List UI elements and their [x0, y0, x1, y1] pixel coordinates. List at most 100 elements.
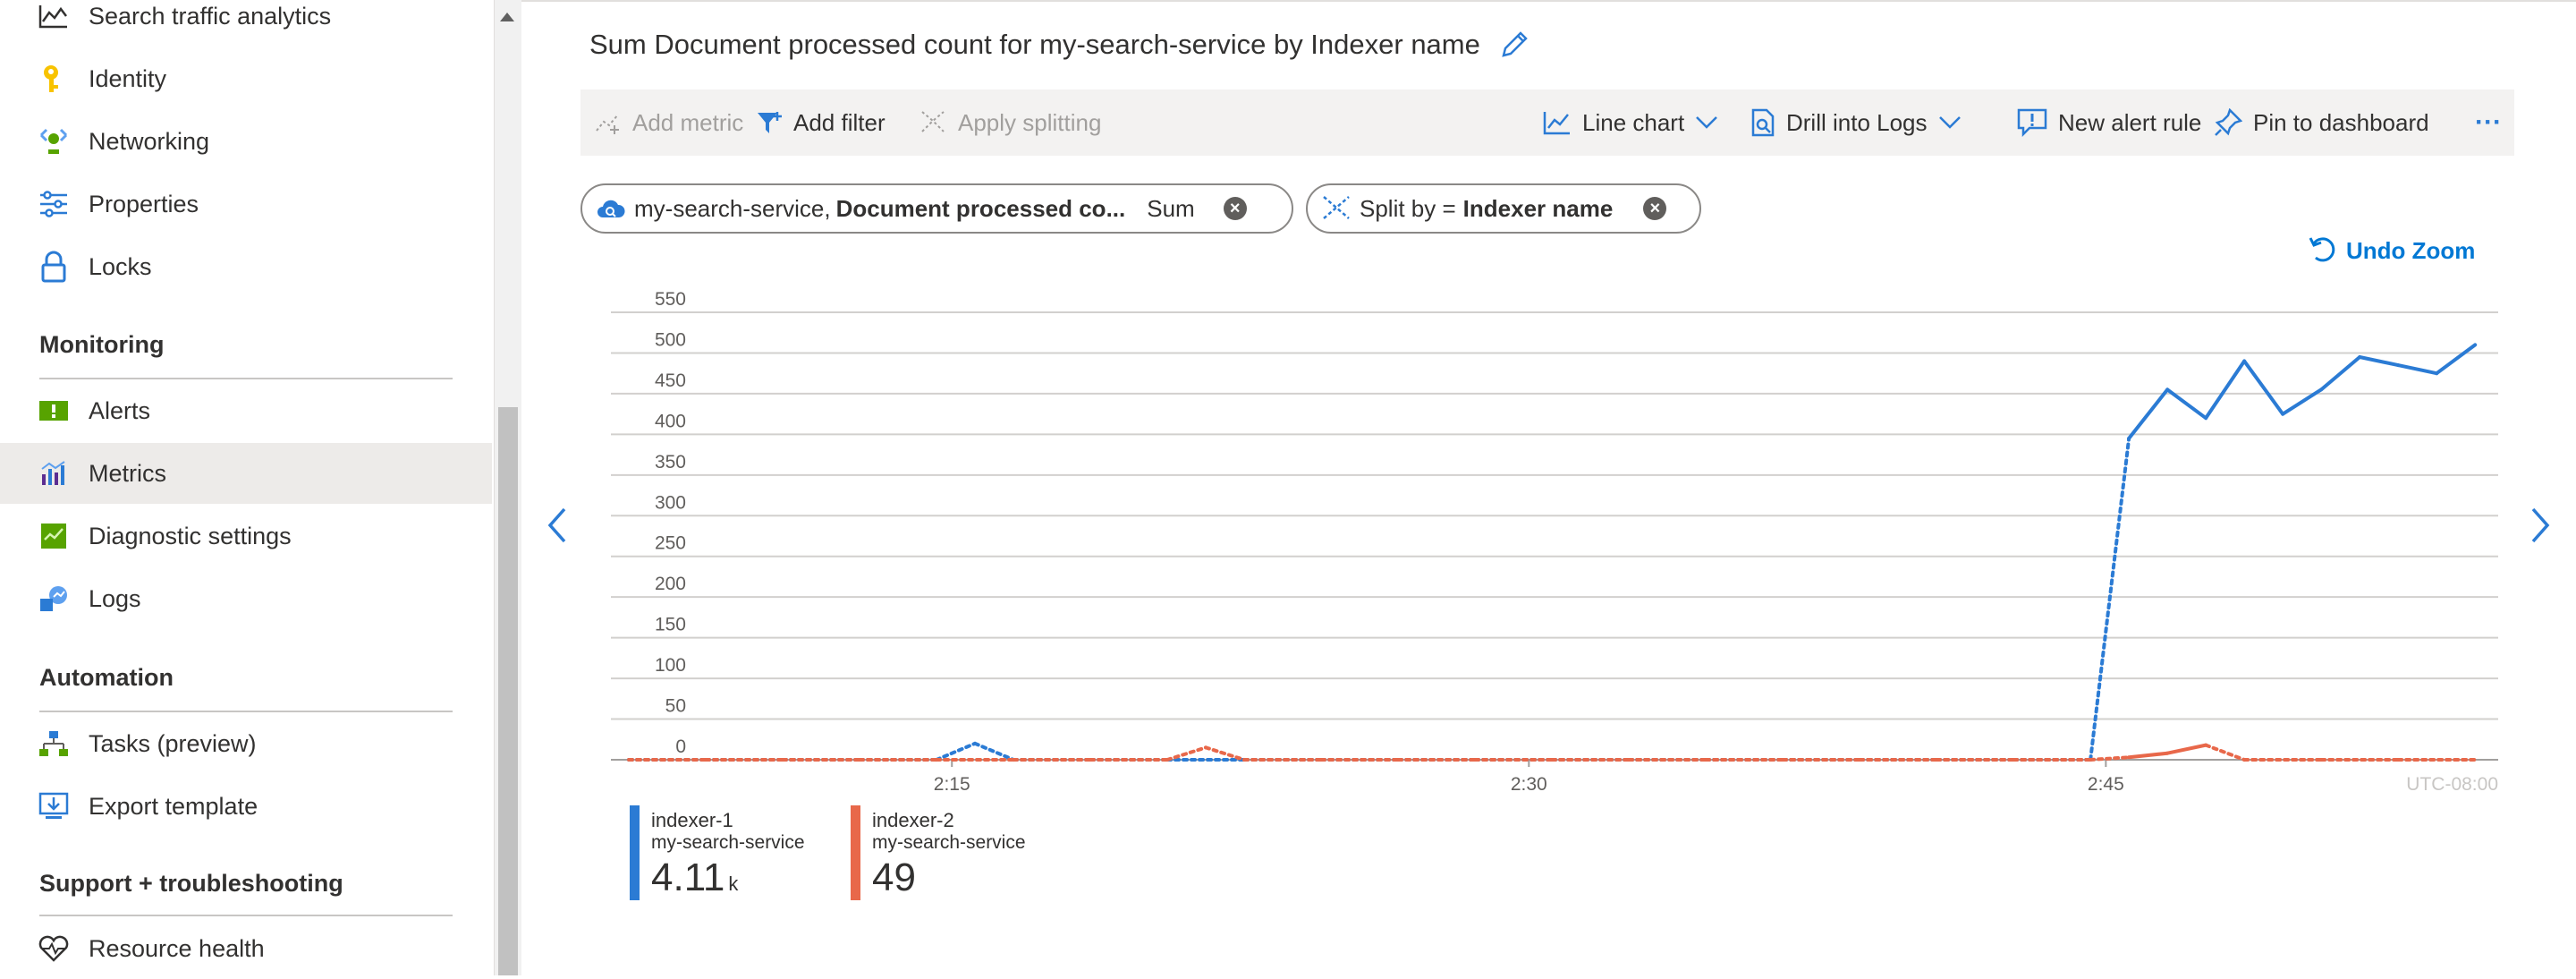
tasks-icon: [36, 726, 72, 762]
x-tick-label: 2:30: [1511, 774, 1547, 795]
series-indexer-1-segment: [2319, 355, 2362, 392]
series-indexer-1-segment: [2089, 436, 2131, 762]
sidebar-item-identity[interactable]: Identity: [0, 48, 492, 109]
sidebar-item-label: Resource health: [89, 934, 265, 962]
sidebar-item-label: Networking: [89, 127, 210, 155]
add-filter-label: Add filter: [793, 108, 886, 136]
split-by-value: Indexer name: [1462, 194, 1614, 222]
remove-split-close-icon[interactable]: ×: [1643, 197, 1667, 220]
series-indexer-2-segment: [1165, 745, 1208, 762]
metric-pill-metric: Document processed co...: [835, 194, 1126, 222]
more-options-button[interactable]: ···: [2475, 107, 2502, 137]
sidebar-item-label: Logs: [89, 584, 141, 612]
splitting-icon: [1323, 196, 1350, 219]
series-indexer-1-segment: [935, 741, 978, 762]
alert-icon: [36, 393, 72, 429]
series-indexer-1-segment: [2127, 387, 2170, 440]
pin-to-dashboard-button[interactable]: Pin to dashboard: [2214, 89, 2429, 156]
series-indexer-1-segment: [2396, 363, 2439, 376]
legend-series-resource: my-search-service: [872, 832, 1026, 853]
series-indexer-1-segment: [2281, 387, 2324, 416]
add-filter-button[interactable]: Add filter: [756, 89, 886, 156]
sidebar-item-logs[interactable]: Logs: [0, 568, 492, 629]
scroll-up-arrow-icon[interactable]: [500, 13, 514, 21]
apply-splitting-button[interactable]: Apply splitting: [920, 89, 1101, 156]
sidebar-item-locks[interactable]: Locks: [0, 236, 492, 297]
heart-icon: [36, 931, 72, 966]
sidebar-item-resource-health[interactable]: Resource health: [0, 918, 492, 979]
line-chart-label: Line chart: [1582, 108, 1685, 136]
add-metric-icon: [596, 114, 619, 134]
sidebar-item-label: Locks: [89, 252, 152, 280]
section-divider: [39, 915, 453, 916]
lock-icon: [36, 249, 72, 285]
legend-color-swatch: [630, 805, 640, 900]
legend-series-name: indexer-1: [651, 809, 733, 831]
sidebar-item-diagnostic-settings[interactable]: Diagnostic settings: [0, 506, 492, 566]
sidebar-item-alerts[interactable]: Alerts: [0, 380, 492, 441]
series-indexer-2-segment: [2127, 751, 2170, 760]
y-tick-label: 450: [655, 370, 686, 391]
series-indexer-1-segment: [973, 741, 1016, 762]
sidebar-scrollbar[interactable]: [494, 0, 521, 975]
edit-title-pencil-icon[interactable]: [1496, 27, 1532, 63]
undo-zoom-button[interactable]: Undo Zoom: [2309, 234, 2475, 267]
pin-to-dashboard-label: Pin to dashboard: [2253, 108, 2429, 136]
chevron-right-icon[interactable]: [2522, 506, 2558, 545]
series-indexer-1-segment: [2242, 359, 2285, 416]
sidebar-item-label: Search traffic analytics: [89, 2, 332, 30]
series-indexer-2-segment: [2204, 743, 2247, 762]
sidebar-item-metrics[interactable]: Metrics: [0, 443, 492, 504]
sidebar-item-label: Properties: [89, 190, 199, 217]
sidebar-item-label: Export template: [89, 792, 258, 820]
filter-icon: [758, 112, 782, 133]
line-chart[interactable]: 0 50 100 150 200 250 300 350 400 450 500 550 2:15 2:3…: [521, 0, 2576, 975]
add-metric-button[interactable]: Add metric: [595, 89, 743, 156]
pin-icon: [2215, 108, 2242, 136]
legend-total-value: 49: [872, 856, 916, 899]
y-tick-label: 100: [655, 655, 686, 676]
scroll-thumb[interactable]: [498, 407, 518, 975]
split-by-pill[interactable]: Split by = Indexer name ×: [1306, 183, 1701, 234]
y-tick-label: 300: [655, 492, 686, 513]
series-indexer-2-segment: [2165, 743, 2208, 755]
network-icon: [36, 123, 72, 159]
search-service-cloud-icon: [597, 200, 625, 217]
y-tick-label: 550: [655, 289, 686, 310]
chart-line-icon: [36, 0, 72, 34]
splitting-icon: [921, 111, 945, 132]
sidebar-item-networking[interactable]: Networking: [0, 111, 492, 172]
chevron-down-icon: [1938, 116, 1961, 129]
metric-pill-aggregation: Sum: [1147, 194, 1195, 222]
new-alert-rule-button[interactable]: New alert rule: [2017, 89, 2201, 156]
drill-into-logs-dropdown[interactable]: Drill into Logs: [1750, 89, 1972, 156]
remove-metric-close-icon[interactable]: ×: [1223, 197, 1247, 220]
logs-icon: [36, 581, 72, 617]
series-indexer-1-segment: [2358, 355, 2401, 368]
drill-logs-icon: [1751, 108, 1775, 137]
sidebar-item-tasks[interactable]: Tasks (preview): [0, 713, 492, 774]
legend-series-name: indexer-2: [872, 809, 954, 831]
metric-pill[interactable]: my-search-service, Document processed co…: [580, 183, 1293, 234]
y-tick-label: 50: [665, 696, 686, 717]
line-chart-dropdown[interactable]: Line chart: [1543, 89, 1729, 156]
sidebar-item-label: Tasks (preview): [89, 729, 257, 757]
sidebar-item-export-template[interactable]: Export template: [0, 776, 492, 837]
line-chart-icon: [1543, 112, 1570, 135]
metric-pill-resource: my-search-service,: [634, 194, 831, 222]
section-header-automation: Automation: [39, 664, 174, 691]
legend-series-resource: my-search-service: [651, 832, 805, 853]
sidebar-item-label: Metrics: [89, 459, 166, 487]
series-indexer-1-segment: [2435, 343, 2478, 376]
series-indexer-1-segment: [2204, 359, 2247, 421]
chevron-left-icon[interactable]: [541, 506, 577, 545]
x-tick-label: 2:45: [2088, 774, 2124, 795]
series-indexer-1-segment: [2165, 387, 2208, 421]
diagnostic-icon: [36, 518, 72, 554]
y-tick-label: 250: [655, 533, 686, 554]
sidebar-item-label: Identity: [89, 64, 167, 92]
legend-total-unit: k: [728, 873, 739, 895]
sidebar-item-properties[interactable]: Properties: [0, 174, 492, 234]
series-indexer-2-segment: [1204, 745, 1247, 762]
sidebar-item-search-traffic-analytics[interactable]: Search traffic analytics: [0, 0, 492, 47]
